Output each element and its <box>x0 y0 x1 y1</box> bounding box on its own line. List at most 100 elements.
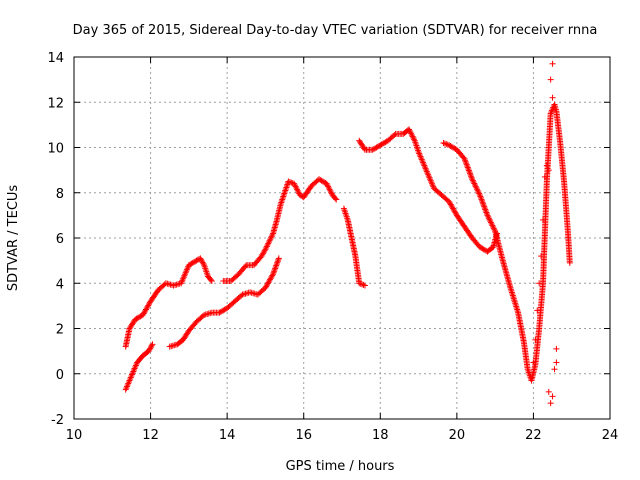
data-point <box>326 186 333 193</box>
data-point <box>274 259 281 266</box>
data-point <box>469 177 476 184</box>
data-point <box>468 173 475 180</box>
data-point <box>208 277 215 284</box>
data-point <box>271 266 278 273</box>
x-tick-label: 14 <box>219 428 236 443</box>
data-point <box>294 187 301 194</box>
data-point <box>477 193 484 200</box>
data-point <box>551 366 558 373</box>
data-point <box>463 160 470 167</box>
data-point <box>466 168 473 175</box>
data-point <box>477 194 484 201</box>
data-point <box>325 184 332 191</box>
data-point <box>278 199 285 206</box>
data-point <box>553 345 560 352</box>
data-point <box>463 161 470 168</box>
data-point <box>406 127 413 134</box>
data-point <box>490 223 497 230</box>
data-point <box>281 188 288 195</box>
data-point <box>486 216 493 223</box>
data-point <box>474 187 481 194</box>
data-point <box>283 182 290 189</box>
data-point <box>468 174 475 181</box>
data-point <box>487 219 494 226</box>
data-point <box>566 259 573 266</box>
data-point <box>282 187 289 194</box>
data-point <box>474 186 481 193</box>
data-point <box>483 209 490 216</box>
data-point <box>466 170 473 177</box>
data-point <box>278 198 285 205</box>
data-point <box>407 129 414 136</box>
data-point <box>291 182 298 189</box>
data-point <box>281 190 288 197</box>
data-point <box>491 226 498 233</box>
data-point <box>356 280 363 287</box>
data-point <box>323 180 330 187</box>
data-point <box>273 262 280 269</box>
data-point <box>462 157 469 164</box>
data-point <box>293 184 300 191</box>
data-point <box>471 180 478 187</box>
data-point <box>148 342 155 349</box>
data-point <box>545 388 552 395</box>
data-point <box>265 240 272 247</box>
data-point <box>261 247 268 254</box>
data-point <box>275 256 282 263</box>
data-point <box>530 359 537 366</box>
data-point <box>487 218 494 225</box>
data-point <box>267 236 274 243</box>
data-point <box>464 164 471 171</box>
data-point <box>472 183 479 190</box>
data-point <box>549 94 556 101</box>
data-point <box>469 176 476 183</box>
y-tick-label: 8 <box>56 187 64 202</box>
data-point <box>360 281 367 288</box>
data-point <box>464 163 471 170</box>
data-point <box>265 239 272 246</box>
data-point <box>269 272 276 279</box>
data-point <box>476 192 483 199</box>
data-point <box>286 179 293 186</box>
data-point <box>279 196 286 203</box>
data-point <box>485 215 492 222</box>
data-point <box>277 201 284 208</box>
y-tick-label: 2 <box>56 323 64 338</box>
data-point <box>547 400 554 407</box>
data-point <box>470 179 477 186</box>
x-tick-label: 20 <box>449 428 466 443</box>
data-point <box>538 253 545 260</box>
y-tick-label: 12 <box>47 96 64 111</box>
data-point <box>359 281 366 288</box>
data-point <box>485 213 492 220</box>
data-point <box>473 184 480 191</box>
data-point <box>465 167 472 174</box>
data-point <box>408 132 415 139</box>
data-point <box>532 336 539 343</box>
data-point <box>270 269 277 276</box>
data-point <box>549 60 556 67</box>
data-point <box>545 167 552 174</box>
data-point <box>282 185 289 192</box>
x-axis-label: GPS time / hours <box>286 459 395 474</box>
data-point <box>263 244 270 251</box>
data-point <box>553 359 560 366</box>
data-point <box>479 197 486 204</box>
data-point <box>270 271 277 278</box>
data-point <box>541 173 548 180</box>
data-point <box>481 205 488 212</box>
data-point <box>275 255 282 262</box>
data-point <box>333 196 340 203</box>
data-point <box>488 221 495 228</box>
data-point <box>332 195 339 202</box>
data-point <box>543 162 550 169</box>
y-tick-label: 6 <box>56 232 64 247</box>
x-tick-label: 16 <box>295 428 312 443</box>
data-point <box>408 130 415 137</box>
data-point <box>536 280 543 287</box>
data-point <box>207 276 214 283</box>
x-tick-label: 10 <box>66 428 83 443</box>
data-point <box>549 393 556 400</box>
data-point <box>268 233 275 240</box>
